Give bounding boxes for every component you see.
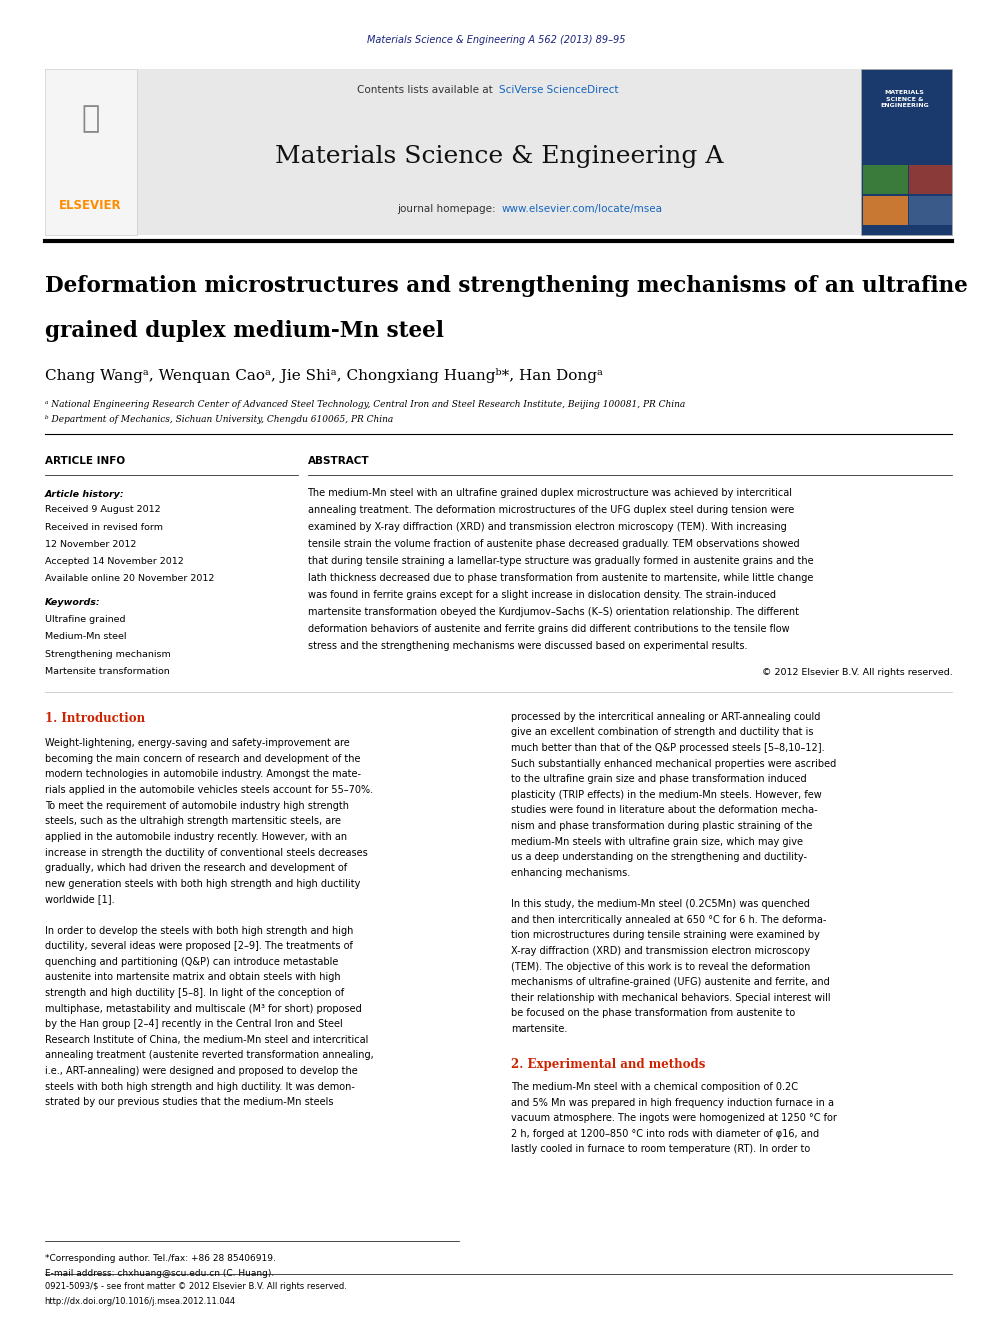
Text: Materials Science & Engineering A: Materials Science & Engineering A xyxy=(275,144,723,168)
Bar xyxy=(137,69,861,235)
Text: Materials Science & Engineering A 562 (2013) 89–95: Materials Science & Engineering A 562 (2… xyxy=(367,34,625,45)
Text: ELSEVIER: ELSEVIER xyxy=(59,198,122,212)
Text: multiphase, metastability and multiscale (M³ for short) proposed: multiphase, metastability and multiscale… xyxy=(45,1004,361,1013)
Text: Available online 20 November 2012: Available online 20 November 2012 xyxy=(45,574,214,583)
Text: their relationship with mechanical behaviors. Special interest will: their relationship with mechanical behav… xyxy=(511,992,830,1003)
Bar xyxy=(909,165,952,194)
Text: modern technologies in automobile industry. Amongst the mate-: modern technologies in automobile indust… xyxy=(45,770,361,779)
Text: http://dx.doi.org/10.1016/j.msea.2012.11.044: http://dx.doi.org/10.1016/j.msea.2012.11… xyxy=(45,1297,236,1306)
Text: E-mail address: chxhuang@scu.edu.cn (C. Huang).: E-mail address: chxhuang@scu.edu.cn (C. … xyxy=(45,1269,274,1278)
Text: Accepted 14 November 2012: Accepted 14 November 2012 xyxy=(45,557,184,566)
Text: Received in revised form: Received in revised form xyxy=(45,523,163,532)
Text: Article history:: Article history: xyxy=(45,490,124,499)
Text: MATERIALS
SCIENCE &
ENGINEERING: MATERIALS SCIENCE & ENGINEERING xyxy=(880,90,930,108)
Text: studies were found in literature about the deformation mecha-: studies were found in literature about t… xyxy=(511,806,817,815)
Text: gradually, which had driven the research and development of: gradually, which had driven the research… xyxy=(45,863,347,873)
Text: 2. Experimental and methods: 2. Experimental and methods xyxy=(511,1058,705,1072)
Text: The medium-Mn steel with an ultrafine grained duplex microstructure was achieved: The medium-Mn steel with an ultrafine gr… xyxy=(308,488,793,499)
Text: processed by the intercritical annealing or ART-annealing could: processed by the intercritical annealing… xyxy=(511,712,820,722)
Text: To meet the requirement of automobile industry high strength: To meet the requirement of automobile in… xyxy=(45,800,348,811)
Text: ᵇ Department of Mechanics, Sichuan University, Chengdu 610065, PR China: ᵇ Department of Mechanics, Sichuan Unive… xyxy=(45,415,393,425)
Text: 0921-5093/$ - see front matter © 2012 Elsevier B.V. All rights reserved.: 0921-5093/$ - see front matter © 2012 El… xyxy=(45,1282,346,1291)
Text: Medium-Mn steel: Medium-Mn steel xyxy=(45,632,126,642)
Text: Weight-lightening, energy-saving and safety-improvement are: Weight-lightening, energy-saving and saf… xyxy=(45,738,349,749)
Text: Martensite transformation: Martensite transformation xyxy=(45,667,170,676)
Bar xyxy=(861,69,952,235)
Text: that during tensile straining a lamellar-type structure was gradually formed in : that during tensile straining a lamellar… xyxy=(308,556,813,566)
Text: medium-Mn steels with ultrafine grain size, which may give: medium-Mn steels with ultrafine grain si… xyxy=(511,836,803,847)
Text: new generation steels with both high strength and high ductility: new generation steels with both high str… xyxy=(45,878,360,889)
Text: plasticity (TRIP effects) in the medium-Mn steels. However, few: plasticity (TRIP effects) in the medium-… xyxy=(511,790,821,800)
Text: i.e., ART-annealing) were designed and proposed to develop the: i.e., ART-annealing) were designed and p… xyxy=(45,1066,357,1076)
Text: martensite transformation obeyed the Kurdjumov–Sachs (K–S) orientation relations: martensite transformation obeyed the Kur… xyxy=(308,607,799,617)
Text: examined by X-ray diffraction (XRD) and transmission electron microscopy (TEM). : examined by X-ray diffraction (XRD) and … xyxy=(308,523,787,532)
Text: worldwide [1].: worldwide [1]. xyxy=(45,894,114,905)
Bar xyxy=(863,196,908,225)
Text: applied in the automobile industry recently. However, with an: applied in the automobile industry recen… xyxy=(45,832,347,841)
Text: was found in ferrite grains except for a slight increase in dislocation density.: was found in ferrite grains except for a… xyxy=(308,590,776,599)
Text: 12 November 2012: 12 November 2012 xyxy=(45,540,136,549)
Text: (TEM). The objective of this work is to reveal the deformation: (TEM). The objective of this work is to … xyxy=(511,962,810,971)
Text: In this study, the medium-Mn steel (0.2C5Mn) was quenched: In this study, the medium-Mn steel (0.2C… xyxy=(511,900,809,909)
Text: ductility, several ideas were proposed [2–9]. The treatments of: ductility, several ideas were proposed [… xyxy=(45,941,352,951)
Text: Received 9 August 2012: Received 9 August 2012 xyxy=(45,505,161,515)
Text: lastly cooled in furnace to room temperature (RT). In order to: lastly cooled in furnace to room tempera… xyxy=(511,1144,810,1155)
Text: enhancing mechanisms.: enhancing mechanisms. xyxy=(511,868,630,878)
Text: Deformation microstructures and strengthening mechanisms of an ultrafine: Deformation microstructures and strength… xyxy=(45,275,967,298)
Text: © 2012 Elsevier B.V. All rights reserved.: © 2012 Elsevier B.V. All rights reserved… xyxy=(762,668,952,677)
Text: journal homepage:: journal homepage: xyxy=(397,204,499,214)
Text: nism and phase transformation during plastic straining of the: nism and phase transformation during pla… xyxy=(511,822,812,831)
Text: ARTICLE INFO: ARTICLE INFO xyxy=(45,456,125,467)
Text: stress and the strengthening mechanisms were discussed based on experimental res: stress and the strengthening mechanisms … xyxy=(308,640,747,651)
Text: Research Institute of China, the medium-Mn steel and intercritical: Research Institute of China, the medium-… xyxy=(45,1035,368,1045)
Text: to the ultrafine grain size and phase transformation induced: to the ultrafine grain size and phase tr… xyxy=(511,774,806,785)
Bar xyxy=(45,69,137,235)
Text: by the Han group [2–4] recently in the Central Iron and Steel: by the Han group [2–4] recently in the C… xyxy=(45,1019,342,1029)
Text: Ultrafine grained: Ultrafine grained xyxy=(45,615,125,624)
Text: Contents lists available at: Contents lists available at xyxy=(357,85,496,95)
Text: annealing treatment. The deformation microstructures of the UFG duplex steel dur: annealing treatment. The deformation mic… xyxy=(308,505,794,515)
Text: grained duplex medium-Mn steel: grained duplex medium-Mn steel xyxy=(45,320,443,343)
Text: Keywords:: Keywords: xyxy=(45,598,100,607)
Text: be focused on the phase transformation from austenite to: be focused on the phase transformation f… xyxy=(511,1008,796,1019)
Text: ABSTRACT: ABSTRACT xyxy=(308,456,369,467)
Text: deformation behaviors of austenite and ferrite grains did different contribution: deformation behaviors of austenite and f… xyxy=(308,623,790,634)
Text: martensite.: martensite. xyxy=(511,1024,567,1035)
Text: rials applied in the automobile vehicles steels account for 55–70%.: rials applied in the automobile vehicles… xyxy=(45,785,373,795)
Text: strength and high ductility [5–8]. In light of the conception of: strength and high ductility [5–8]. In li… xyxy=(45,988,344,998)
Text: and then intercritically annealed at 650 °C for 6 h. The deforma-: and then intercritically annealed at 650… xyxy=(511,914,826,925)
Text: vacuum atmosphere. The ingots were homogenized at 1250 °C for: vacuum atmosphere. The ingots were homog… xyxy=(511,1113,837,1123)
Text: quenching and partitioning (Q&P) can introduce metastable: quenching and partitioning (Q&P) can int… xyxy=(45,957,338,967)
Text: strated by our previous studies that the medium-Mn steels: strated by our previous studies that the… xyxy=(45,1097,333,1107)
Text: The medium-Mn steel with a chemical composition of 0.2C: The medium-Mn steel with a chemical comp… xyxy=(511,1082,798,1091)
Bar xyxy=(909,196,952,225)
Bar xyxy=(863,165,908,194)
Text: annealing treatment (austenite reverted transformation annealing,: annealing treatment (austenite reverted … xyxy=(45,1050,373,1061)
Text: increase in strength the ductility of conventional steels decreases: increase in strength the ductility of co… xyxy=(45,848,367,857)
Text: austenite into martensite matrix and obtain steels with high: austenite into martensite matrix and obt… xyxy=(45,972,340,983)
Text: much better than that of the Q&P processed steels [5–8,10–12].: much better than that of the Q&P process… xyxy=(511,744,824,753)
Text: 1. Introduction: 1. Introduction xyxy=(45,712,145,725)
Text: X-ray diffraction (XRD) and transmission electron microscopy: X-ray diffraction (XRD) and transmission… xyxy=(511,946,810,957)
Text: *Corresponding author. Tel./fax: +86 28 85406919.: *Corresponding author. Tel./fax: +86 28 … xyxy=(45,1254,276,1263)
Text: mechanisms of ultrafine-grained (UFG) austenite and ferrite, and: mechanisms of ultrafine-grained (UFG) au… xyxy=(511,978,829,987)
Text: steels with both high strength and high ductility. It was demon-: steels with both high strength and high … xyxy=(45,1082,354,1091)
Text: www.elsevier.com/locate/msea: www.elsevier.com/locate/msea xyxy=(502,204,663,214)
Text: tensile strain the volume fraction of austenite phase decreased gradually. TEM o: tensile strain the volume fraction of au… xyxy=(308,538,800,549)
Text: Such substantially enhanced mechanical properties were ascribed: Such substantially enhanced mechanical p… xyxy=(511,758,836,769)
Text: steels, such as the ultrahigh strength martensitic steels, are: steels, such as the ultrahigh strength m… xyxy=(45,816,340,827)
Text: SciVerse ScienceDirect: SciVerse ScienceDirect xyxy=(499,85,618,95)
Text: and 5% Mn was prepared in high frequency induction furnace in a: and 5% Mn was prepared in high frequency… xyxy=(511,1098,834,1107)
Text: In order to develop the steels with both high strength and high: In order to develop the steels with both… xyxy=(45,926,353,935)
Text: 2 h, forged at 1200–850 °C into rods with diameter of φ16, and: 2 h, forged at 1200–850 °C into rods wit… xyxy=(511,1129,819,1139)
Text: 🌿: 🌿 xyxy=(81,105,99,134)
Text: Strengthening mechanism: Strengthening mechanism xyxy=(45,650,171,659)
Text: tion microstructures during tensile straining were examined by: tion microstructures during tensile stra… xyxy=(511,930,819,941)
Text: becoming the main concern of research and development of the: becoming the main concern of research an… xyxy=(45,754,360,763)
Text: us a deep understanding on the strengthening and ductility-: us a deep understanding on the strengthe… xyxy=(511,852,806,863)
Text: ᵃ National Engineering Research Center of Advanced Steel Technology, Central Iro: ᵃ National Engineering Research Center o… xyxy=(45,400,684,409)
Text: Chang Wangᵃ, Wenquan Caoᵃ, Jie Shiᵃ, Chongxiang Huangᵇ*, Han Dongᵃ: Chang Wangᵃ, Wenquan Caoᵃ, Jie Shiᵃ, Cho… xyxy=(45,368,602,382)
Text: lath thickness decreased due to phase transformation from austenite to martensit: lath thickness decreased due to phase tr… xyxy=(308,573,812,583)
Text: give an excellent combination of strength and ductility that is: give an excellent combination of strengt… xyxy=(511,728,813,737)
